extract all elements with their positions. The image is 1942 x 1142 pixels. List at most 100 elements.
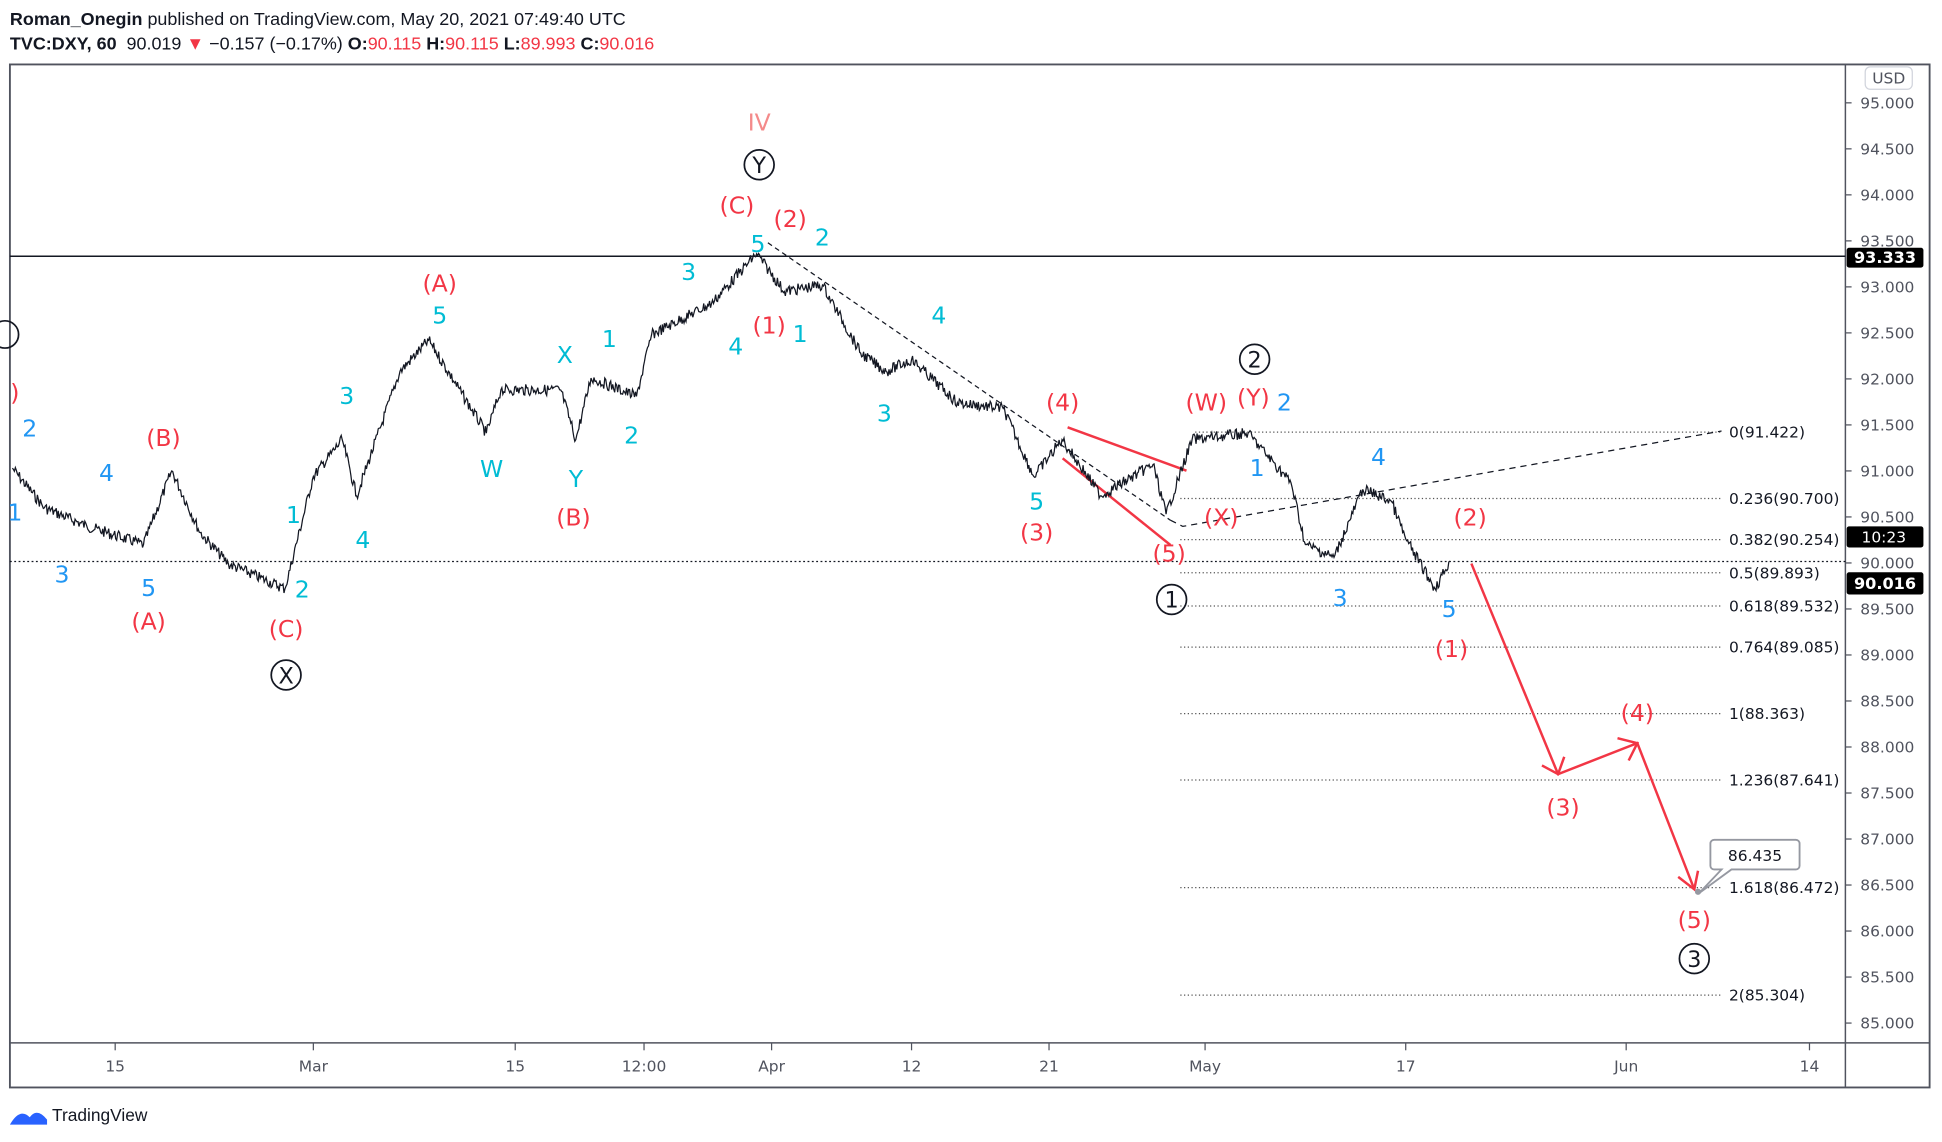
usd-currency-button[interactable]: USD bbox=[1864, 66, 1913, 90]
wave-label[interactable]: 5 bbox=[750, 230, 765, 258]
trend-line-dashed[interactable] bbox=[1170, 430, 1722, 528]
wave-label[interactable]: 3 bbox=[1333, 584, 1348, 612]
wave-label[interactable]: (B) bbox=[556, 503, 590, 531]
wave-label[interactable]: 4 bbox=[99, 459, 114, 487]
last-price-badge: 10:23 90.016 bbox=[1846, 526, 1924, 595]
time-tick-label: May bbox=[1189, 1057, 1221, 1075]
symbol-label[interactable]: TVC:DXY, 60 bbox=[10, 34, 117, 54]
fib-level-label: 0.236(90.700) bbox=[1729, 490, 1839, 508]
author-name[interactable]: Roman_Onegin bbox=[10, 9, 143, 29]
wave-label[interactable]: (X) bbox=[1204, 503, 1238, 531]
wave-label[interactable]: (C) bbox=[720, 191, 755, 219]
time-tick-label: 17 bbox=[1396, 1057, 1416, 1075]
wave-label[interactable]: (W) bbox=[1186, 388, 1228, 416]
time-tick-label: 12:00 bbox=[622, 1057, 667, 1075]
wave-label[interactable]: (A) bbox=[422, 269, 456, 297]
horizontal-line-price-badge: 93.333 bbox=[1846, 247, 1924, 268]
triangle-upper-line[interactable] bbox=[1067, 426, 1187, 472]
wave-label[interactable]: (C) bbox=[269, 615, 304, 643]
wave-label[interactable]: 2 bbox=[815, 224, 830, 252]
wave-label[interactable]: 5 bbox=[1442, 595, 1457, 623]
fib-extension[interactable]: 0(91.422) 0.236(90.700) 0.382(90.254) 0.5(8… bbox=[1180, 424, 1839, 1005]
price-tick-label: 94.500 bbox=[1860, 140, 1914, 158]
circled-wave-labels: X Y 1 2 3 bbox=[0, 149, 1711, 975]
wave-label[interactable]: 3 bbox=[54, 560, 69, 588]
wave-label[interactable]: (2) bbox=[774, 205, 807, 233]
tradingview-logo[interactable]: TradingView bbox=[9, 1105, 148, 1125]
trend-line-dashed[interactable] bbox=[767, 242, 1171, 521]
triangle-down-icon: ▼ bbox=[186, 34, 204, 54]
symbol-line: TVC:DXY, 60 90.019 ▼ −0.157 (−0.17%) O:9… bbox=[10, 34, 654, 54]
wave-label[interactable]: (B) bbox=[146, 424, 180, 452]
fib-level-label: 0(91.422) bbox=[1729, 424, 1805, 442]
price-tick-label: 93.500 bbox=[1860, 232, 1914, 250]
wave-label[interactable]: X bbox=[557, 341, 573, 369]
circled-label-text: 1 bbox=[1165, 588, 1179, 614]
arrowhead-icon bbox=[1617, 736, 1640, 762]
triangle-lower-line[interactable] bbox=[1061, 457, 1172, 546]
wave-label[interactable]: 2 bbox=[22, 414, 37, 442]
price-tick-label: 92.500 bbox=[1860, 324, 1914, 342]
wave-label[interactable]: ) bbox=[10, 378, 19, 406]
wave-label[interactable]: 5 bbox=[1029, 487, 1044, 515]
wave-label[interactable]: 3 bbox=[681, 258, 696, 286]
wave-label[interactable]: 1 bbox=[286, 501, 301, 529]
wave-label[interactable]: 3 bbox=[877, 399, 892, 427]
wave-label[interactable]: 5 bbox=[141, 574, 156, 602]
price-series-line bbox=[11, 252, 1451, 594]
wave-label[interactable]: 3 bbox=[339, 382, 354, 410]
circled-wave-label[interactable]: 1 bbox=[1155, 583, 1188, 616]
tradingview-cloud-icon bbox=[9, 1112, 48, 1125]
wave-label[interactable]: (1) bbox=[1435, 635, 1468, 663]
wave-label[interactable]: (4) bbox=[1621, 699, 1654, 727]
price-tick-label: 87.500 bbox=[1860, 785, 1914, 803]
wave-label[interactable]: 2 bbox=[295, 575, 310, 603]
price-axis[interactable]: 95.000 94.500 94.000 93.500 93.000 92.500 92.0… bbox=[1845, 94, 1914, 1033]
change-value: −0.157 (−0.17%) bbox=[209, 34, 343, 54]
price-tick-label: 90.500 bbox=[1860, 509, 1914, 527]
circled-wave-label[interactable]: 2 bbox=[1238, 343, 1271, 375]
wave-label[interactable]: 1 bbox=[1250, 454, 1265, 482]
chart-frame bbox=[8, 63, 1931, 1089]
time-tick-label: Apr bbox=[758, 1057, 785, 1075]
wave-label[interactable]: (2) bbox=[1453, 503, 1486, 531]
wave-label[interactable]: 4 bbox=[1371, 443, 1386, 471]
wave-label[interactable]: 5 bbox=[432, 302, 447, 330]
wave-label[interactable]: (1) bbox=[752, 312, 785, 340]
price-callout[interactable]: 86.435 bbox=[1694, 838, 1801, 895]
high-label: H: bbox=[426, 34, 445, 54]
wave-label[interactable]: 4 bbox=[355, 526, 370, 554]
wave-label[interactable]: Y bbox=[568, 465, 584, 493]
wave-label[interactable]: (A) bbox=[131, 608, 165, 636]
wave-label[interactable]: IV bbox=[748, 108, 771, 136]
wave-label[interactable]: 1 bbox=[7, 499, 22, 527]
wave-label[interactable]: 2 bbox=[624, 422, 639, 450]
price-tick-label: 87.000 bbox=[1860, 831, 1914, 849]
wave-label[interactable]: 1 bbox=[793, 320, 808, 348]
projection-path[interactable] bbox=[1470, 563, 1696, 890]
wave-label[interactable]: (3) bbox=[1546, 793, 1579, 821]
wave-label[interactable]: 4 bbox=[931, 302, 946, 330]
price-tick-label: 91.000 bbox=[1860, 463, 1914, 481]
wave-label[interactable]: 1 bbox=[602, 325, 617, 353]
wave-label[interactable]: 2 bbox=[1277, 388, 1292, 416]
circled-wave-label[interactable]: Y bbox=[743, 149, 775, 181]
wave-label[interactable]: W bbox=[480, 455, 503, 483]
circled-label-text: X bbox=[278, 663, 293, 689]
circled-wave-label[interactable]: 3 bbox=[1678, 942, 1711, 975]
wave-label[interactable]: 4 bbox=[728, 333, 743, 361]
open-value: 90.115 bbox=[368, 34, 422, 54]
circled-wave-label[interactable]: X bbox=[270, 659, 302, 691]
wave-label[interactable]: (4) bbox=[1046, 388, 1079, 416]
time-axis[interactable]: 15 Mar 15 12:00 Apr 12 21 May 17 Jun 14 bbox=[105, 1042, 1819, 1075]
price-tick-label: 94.000 bbox=[1860, 186, 1914, 204]
wave-label[interactable]: (Y) bbox=[1237, 383, 1270, 411]
price-tick-label: 90.000 bbox=[1860, 555, 1914, 573]
wave-label[interactable]: (5) bbox=[1678, 906, 1711, 934]
low-value: 89.993 bbox=[521, 34, 576, 54]
arrowhead-icon bbox=[1677, 870, 1700, 892]
circle-outline bbox=[1678, 942, 1711, 975]
wave-label[interactable]: (3) bbox=[1020, 518, 1053, 546]
bar-countdown: 10:23 bbox=[1861, 529, 1906, 547]
wave-label[interactable]: (5) bbox=[1153, 539, 1186, 567]
